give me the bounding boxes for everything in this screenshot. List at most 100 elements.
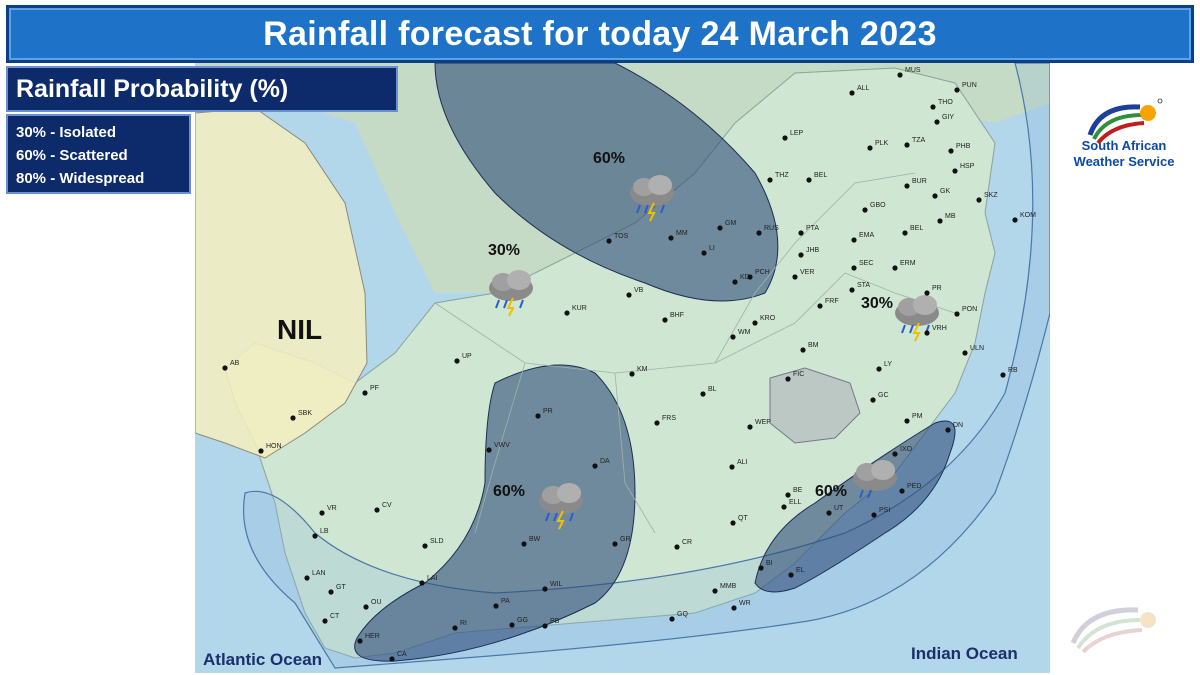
prob-label-east: 30% (861, 295, 893, 312)
station-label: RI (460, 620, 467, 627)
station-dot (902, 230, 908, 236)
station-dot (1012, 217, 1018, 223)
station-label: FRF (825, 298, 839, 305)
prob-label-south: 60% (493, 483, 525, 500)
station-dot (542, 623, 548, 629)
station-label: LEP (790, 130, 804, 137)
station-label: PON (962, 306, 977, 313)
prob-label-southeast: 60% (815, 483, 847, 500)
station-dot (930, 104, 936, 110)
thunderstorm-cloud-icon (489, 270, 533, 317)
station-dot (826, 510, 832, 516)
station-label: WIL (550, 581, 563, 588)
station-dot (892, 265, 898, 271)
station-dot (924, 290, 930, 296)
station-dot (1000, 372, 1006, 378)
station-label: MUS (905, 67, 921, 74)
station-dot (419, 580, 425, 586)
station-label: KRO (760, 315, 776, 322)
station-dot (976, 197, 982, 203)
station-dot (785, 492, 791, 498)
station-dot (867, 145, 873, 151)
station-label: ALI (737, 459, 748, 466)
station-dot (535, 413, 541, 419)
station-dot (363, 604, 369, 610)
station-label: KUR (572, 305, 587, 312)
station-dot (934, 119, 940, 125)
station-label: VB (634, 287, 644, 294)
station-label: TZA (912, 137, 926, 144)
station-dot (849, 90, 855, 96)
station-label: PHB (956, 143, 971, 150)
station-label: PM (912, 413, 923, 420)
station-label: BHF (670, 312, 684, 319)
rain-area-60-north (434, 63, 779, 302)
station-label: CA (397, 651, 407, 658)
station-label: BE (793, 487, 803, 494)
station-label: WR (739, 600, 751, 607)
station-dot (948, 148, 954, 154)
station-label: EMA (859, 232, 875, 239)
station-dot (870, 397, 876, 403)
title-bar: Rainfall forecast for today 24 March 202… (6, 5, 1194, 63)
station-dot (897, 72, 903, 78)
station-dot (752, 320, 758, 326)
station-label: CV (382, 502, 392, 509)
station-dot (730, 520, 736, 526)
station-label: BL (708, 386, 717, 393)
station-label: IXO (900, 446, 913, 453)
station-dot (258, 448, 264, 454)
station-dot (767, 177, 773, 183)
legend-item-30: 30% - Isolated (16, 124, 117, 141)
station-dot (851, 237, 857, 243)
station-dot (509, 622, 515, 628)
station-label: PCH (755, 269, 770, 276)
station-label: GBO (870, 202, 886, 209)
station-label: GC (878, 392, 889, 399)
station-dot (800, 347, 806, 353)
station-label: HER (365, 633, 380, 640)
station-dot (732, 279, 738, 285)
station-label: PR (543, 408, 553, 415)
station-label: KOM (1020, 212, 1036, 219)
station-dot (712, 588, 718, 594)
station-dot (717, 225, 723, 231)
station-label: PR (932, 285, 942, 292)
station-dot (962, 350, 968, 356)
station-label: LY (884, 361, 892, 368)
station-dot (937, 218, 943, 224)
station-dot (806, 177, 812, 183)
station-label: OU (371, 599, 382, 606)
station-label: STA (857, 282, 870, 289)
station-dot (700, 391, 706, 397)
station-dot (954, 87, 960, 93)
page-title: Rainfall forecast for today 24 March 202… (263, 14, 937, 53)
station-label: DN (953, 422, 963, 429)
station-dot (452, 625, 458, 631)
thunderstorm-cloud-icon (853, 460, 897, 499)
station-label: ELL (789, 499, 802, 506)
station-label: JHB (806, 247, 820, 254)
station-label: PSI (879, 507, 890, 514)
station-dot (729, 464, 735, 470)
station-dot (862, 207, 868, 213)
station-label: ULN (970, 345, 984, 352)
station-label: TOS (614, 233, 629, 240)
prob-label-north: 60% (593, 150, 625, 167)
station-dot (798, 230, 804, 236)
station-label: BM (808, 342, 819, 349)
station-dot (389, 656, 395, 662)
station-label: PED (907, 483, 921, 490)
atlantic-ocean-label: Atlantic Ocean (203, 650, 322, 669)
station-label: HSP (960, 163, 975, 170)
station-label: BUR (912, 178, 927, 185)
station-dot (454, 358, 460, 364)
station-dot (592, 463, 598, 469)
station-dot (701, 250, 707, 256)
station-label: VRH (932, 325, 947, 332)
station-label: ALL (857, 85, 870, 92)
station-dot (945, 427, 951, 433)
station-label: BW (529, 536, 541, 543)
station-dot (952, 168, 958, 174)
thunderstorm-cloud-icon (630, 175, 674, 222)
